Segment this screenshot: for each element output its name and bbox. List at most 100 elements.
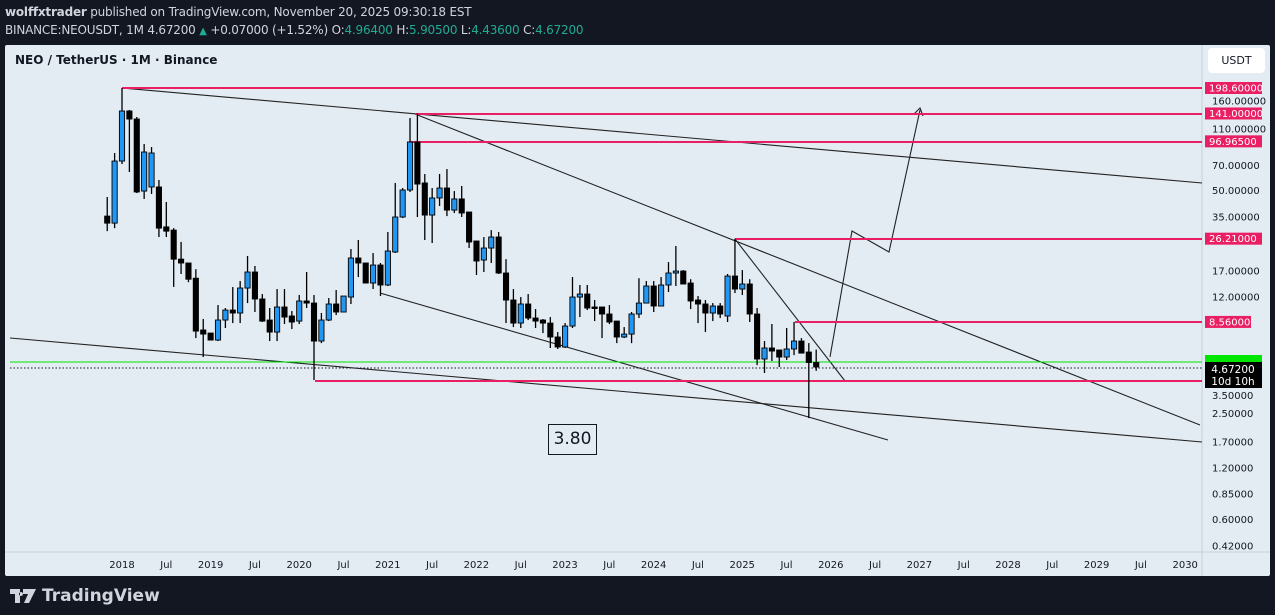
- candle-down[interactable]: [539, 319, 546, 324]
- candle-up[interactable]: [111, 160, 118, 224]
- candle-down[interactable]: [303, 300, 310, 304]
- candle-up[interactable]: [399, 189, 406, 218]
- candle-up[interactable]: [576, 293, 583, 298]
- candle-down[interactable]: [310, 302, 318, 342]
- currency-button[interactable]: USDT: [1208, 48, 1265, 73]
- candle-down[interactable]: [185, 262, 192, 280]
- candle-up[interactable]: [296, 300, 303, 322]
- candle-up[interactable]: [347, 257, 354, 298]
- candle-up[interactable]: [709, 305, 716, 314]
- candle-down[interactable]: [502, 272, 510, 301]
- candle-up[interactable]: [325, 303, 332, 321]
- candle-down[interactable]: [591, 306, 598, 309]
- candle-down[interactable]: [266, 319, 273, 333]
- candle-up[interactable]: [517, 303, 524, 324]
- candle-down[interactable]: [377, 264, 384, 286]
- candle-down[interactable]: [281, 306, 288, 318]
- candle-down[interactable]: [798, 340, 805, 354]
- candle-up[interactable]: [244, 271, 251, 289]
- candle-down[interactable]: [458, 198, 465, 214]
- candle-up[interactable]: [214, 319, 222, 341]
- candle-down[interactable]: [584, 293, 591, 309]
- candle-up[interactable]: [274, 306, 281, 333]
- candle-down[interactable]: [547, 322, 554, 338]
- candle-down[interactable]: [606, 313, 613, 323]
- candle-down[interactable]: [613, 320, 620, 338]
- candle-down[interactable]: [466, 211, 473, 243]
- candle-up[interactable]: [783, 348, 790, 358]
- annotation-text-box[interactable]: 3.80: [548, 424, 597, 455]
- candle-up[interactable]: [724, 275, 731, 317]
- projection-path[interactable]: [829, 109, 921, 358]
- candle-down[interactable]: [731, 275, 739, 290]
- trendline-mid[interactable]: [414, 113, 1201, 426]
- candle-up[interactable]: [569, 296, 576, 327]
- candle-down[interactable]: [510, 299, 517, 324]
- candle-down[interactable]: [126, 110, 133, 120]
- candle-up[interactable]: [562, 325, 569, 348]
- trendline-channel-low[interactable]: [379, 292, 889, 441]
- candle-up[interactable]: [739, 283, 746, 290]
- candle-down[interactable]: [554, 336, 561, 348]
- candle-down[interactable]: [598, 306, 606, 315]
- candle-up[interactable]: [643, 285, 650, 304]
- candle-down[interactable]: [473, 240, 480, 262]
- candle-down[interactable]: [680, 270, 687, 285]
- trendline-bottom[interactable]: [9, 337, 1203, 443]
- candle-down[interactable]: [207, 332, 214, 341]
- candle-down[interactable]: [776, 349, 783, 358]
- candle-up[interactable]: [480, 247, 487, 261]
- candle-down[interactable]: [333, 303, 340, 313]
- candle-down[interactable]: [362, 262, 369, 284]
- candle-down[interactable]: [421, 182, 428, 216]
- candle-down[interactable]: [178, 258, 185, 264]
- candle-up[interactable]: [635, 302, 642, 315]
- candle-down[interactable]: [687, 282, 694, 302]
- candle-down[interactable]: [495, 236, 502, 274]
- candle-up[interactable]: [384, 250, 391, 286]
- candle-up[interactable]: [141, 151, 148, 192]
- candle-down[interactable]: [355, 257, 362, 264]
- candle-down[interactable]: [532, 317, 539, 322]
- candle-down[interactable]: [768, 347, 775, 352]
- tradingview-logo[interactable]: TradingView: [10, 586, 160, 606]
- candle-up[interactable]: [436, 187, 443, 199]
- trendline-steep[interactable]: [734, 238, 846, 382]
- candle-down[interactable]: [702, 303, 709, 314]
- candle-up[interactable]: [118, 110, 126, 162]
- trendline-upper[interactable]: [121, 87, 1203, 184]
- candle-up[interactable]: [672, 270, 679, 274]
- candle-down[interactable]: [251, 271, 258, 300]
- candle-up[interactable]: [761, 347, 768, 360]
- candle-up[interactable]: [488, 236, 495, 249]
- candle-up[interactable]: [621, 333, 628, 338]
- candle-down[interactable]: [443, 187, 450, 211]
- candle-up[interactable]: [237, 287, 244, 314]
- candle-down[interactable]: [170, 229, 177, 260]
- candle-up[interactable]: [429, 197, 436, 216]
- candle-down[interactable]: [414, 141, 421, 185]
- candle-down[interactable]: [805, 351, 812, 363]
- candle-down[interactable]: [104, 215, 111, 224]
- candle-down[interactable]: [650, 285, 657, 307]
- candle-down[interactable]: [133, 118, 140, 193]
- candle-down[interactable]: [746, 283, 753, 315]
- candle-down[interactable]: [163, 226, 170, 232]
- candle-up[interactable]: [340, 295, 347, 313]
- candle-up[interactable]: [392, 216, 399, 253]
- candle-down[interactable]: [259, 298, 266, 322]
- candle-up[interactable]: [318, 319, 325, 342]
- candle-down[interactable]: [192, 277, 199, 332]
- candle-up[interactable]: [406, 141, 414, 191]
- candle-down[interactable]: [200, 329, 207, 335]
- candle-up[interactable]: [658, 284, 665, 307]
- candle-down[interactable]: [754, 313, 761, 360]
- candle-up[interactable]: [665, 272, 672, 286]
- candle-up[interactable]: [451, 198, 458, 211]
- candle-down[interactable]: [229, 309, 236, 314]
- candle-up[interactable]: [790, 340, 798, 350]
- candle-down[interactable]: [694, 299, 702, 305]
- candle-up[interactable]: [148, 152, 155, 188]
- candle-down[interactable]: [525, 303, 532, 319]
